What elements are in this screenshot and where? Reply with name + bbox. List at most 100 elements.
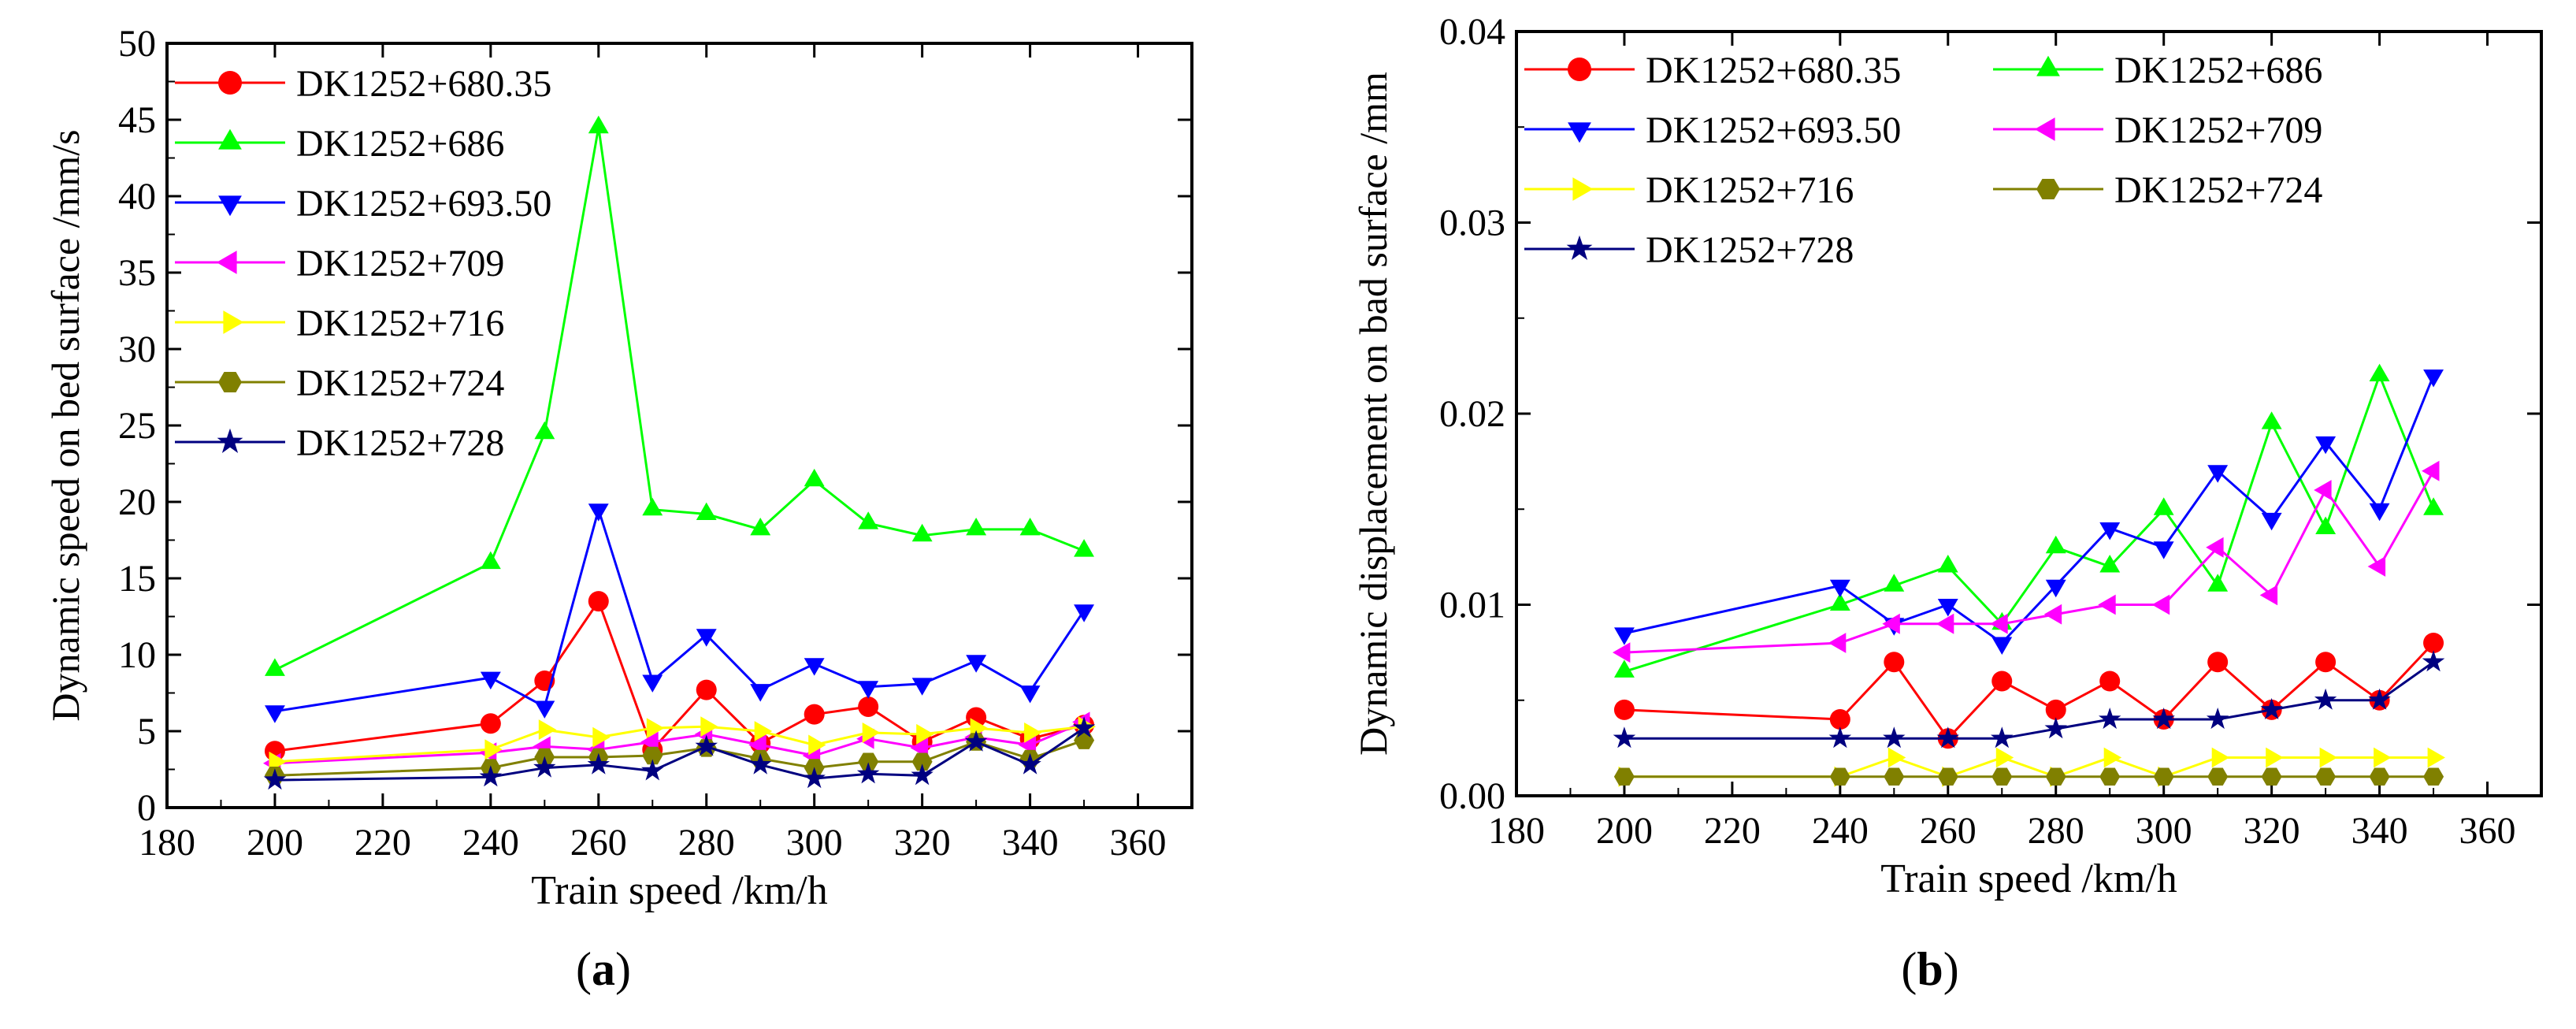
data-point <box>1019 752 1041 775</box>
legend-marker <box>223 310 244 334</box>
data-point <box>804 658 825 676</box>
data-point <box>1074 539 1094 557</box>
data-point <box>1019 685 1041 704</box>
data-point <box>2423 370 2444 388</box>
data-point <box>696 629 717 647</box>
data-point <box>2369 767 2390 786</box>
data-point <box>2368 688 2391 710</box>
y-tick-label: 35 <box>118 252 156 294</box>
series-dk1252-693-50 <box>1614 370 2444 655</box>
data-point <box>1884 574 1905 592</box>
y-tick-label: 25 <box>118 405 156 447</box>
data-point <box>588 115 609 134</box>
data-point <box>804 468 825 487</box>
series-line <box>1624 641 2435 741</box>
data-point <box>642 497 663 516</box>
data-point <box>263 768 287 790</box>
data-point <box>2206 537 2224 558</box>
data-point <box>964 730 988 752</box>
x-tick-label: 300 <box>2136 810 2192 852</box>
series-dk1252-728 <box>263 716 1096 790</box>
data-point <box>2374 747 2392 768</box>
data-point <box>1991 671 2013 692</box>
data-point <box>2153 767 2174 786</box>
data-point <box>1829 593 1850 611</box>
data-point <box>2261 411 2282 429</box>
data-point <box>803 767 826 789</box>
panel-label: (b) <box>1901 943 1958 995</box>
data-point <box>1614 659 1635 678</box>
y-tick-label: 10 <box>118 634 156 676</box>
data-point <box>1887 747 1906 768</box>
data-point <box>1828 726 1852 749</box>
y-tick-label: 30 <box>118 329 156 370</box>
data-point <box>1613 726 1636 749</box>
data-point <box>642 746 663 765</box>
data-point <box>911 763 934 786</box>
data-point <box>1936 613 1954 634</box>
x-tick-label: 360 <box>2459 810 2516 852</box>
data-point <box>1829 767 1850 786</box>
chart-panel-a: 180 200 220 240 260 280 300 320 340 360 0 5 10 15 20 25… <box>43 23 1193 995</box>
legend-label: DK1252+709 <box>296 243 504 284</box>
x-tick-label: 280 <box>2028 810 2084 852</box>
x-tick-label: 220 <box>354 822 411 864</box>
data-point <box>911 523 933 542</box>
data-point <box>534 700 555 719</box>
legend-label: DK1252+680.35 <box>296 63 551 105</box>
data-point <box>1613 767 1635 786</box>
data-point <box>2423 497 2444 515</box>
data-point <box>2319 747 2338 768</box>
data-point <box>2207 767 2229 786</box>
data-point <box>2423 767 2444 786</box>
data-point <box>480 671 501 690</box>
series-line <box>1624 372 2435 673</box>
data-point <box>480 713 501 734</box>
data-point <box>2099 522 2121 541</box>
series-line <box>1624 470 2435 654</box>
legend: DK1252+680.35 DK1252+686 DK1252+693.50 DK12… <box>175 63 551 464</box>
legend-marker <box>218 128 242 150</box>
data-point <box>2045 767 2066 786</box>
data-point <box>804 704 825 725</box>
data-point <box>2422 650 2445 672</box>
legend-label: DK1252+728 <box>296 422 504 464</box>
x-axis-label: Train speed /km/h <box>1880 856 2177 901</box>
x-tick-label: 340 <box>1002 822 1059 864</box>
data-point <box>533 756 556 778</box>
legend-label: DK1252+693.50 <box>296 183 551 225</box>
data-point <box>646 718 665 739</box>
series-dk1252-686 <box>1614 363 2444 678</box>
data-point <box>1829 579 1850 598</box>
data-point <box>588 503 609 522</box>
data-point <box>2045 579 2066 598</box>
data-point <box>2153 541 2174 559</box>
data-point <box>534 421 555 440</box>
data-point <box>1937 599 1958 617</box>
x-tick-label: 320 <box>894 822 951 864</box>
legend-marker <box>218 71 242 95</box>
data-point <box>1883 726 1906 749</box>
data-point <box>2260 697 2283 719</box>
legend-marker <box>1568 122 1591 143</box>
legend-label: DK1252+680.35 <box>1646 50 1901 91</box>
data-point <box>1074 604 1094 622</box>
data-point <box>538 719 557 740</box>
x-tick-label: 280 <box>678 822 735 864</box>
x-tick-label: 320 <box>2244 810 2300 852</box>
data-point <box>1828 633 1847 653</box>
data-point <box>2099 555 2121 573</box>
data-point <box>2266 747 2284 768</box>
data-point <box>2261 767 2282 786</box>
data-point <box>1613 642 1631 663</box>
x-tick-label: 180 <box>1488 810 1545 852</box>
y-tick-label: 15 <box>118 558 156 600</box>
legend-marker <box>218 372 242 392</box>
data-point <box>749 752 772 775</box>
data-point <box>2315 652 2337 673</box>
data-point <box>2315 516 2337 534</box>
data-point <box>700 716 718 737</box>
y-tick-label: 0.00 <box>1439 775 1505 817</box>
legend-marker <box>1568 58 1591 81</box>
data-point <box>592 726 611 748</box>
